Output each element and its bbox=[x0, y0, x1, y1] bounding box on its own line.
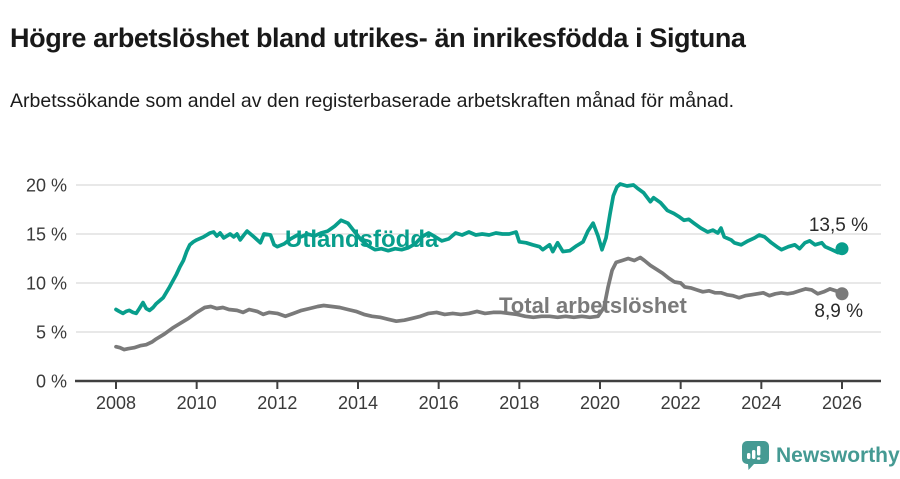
x-axis-tick-label: 2012 bbox=[257, 393, 297, 413]
series-label-utlandsfodda: Utlandsfödda bbox=[285, 226, 439, 253]
x-axis-tick-label: 2014 bbox=[338, 393, 378, 413]
y-axis-tick-label: 15 % bbox=[26, 225, 67, 245]
x-axis-tick-label: 2020 bbox=[580, 393, 620, 413]
x-axis-tick-label: 2022 bbox=[661, 393, 701, 413]
series-label-total-arbetsloshet: Total arbetslöshet bbox=[499, 293, 687, 318]
y-axis-tick-label: 20 % bbox=[26, 176, 67, 196]
x-axis-tick-label: 2008 bbox=[96, 393, 136, 413]
x-axis-tick-label: 2010 bbox=[177, 393, 217, 413]
x-axis-tick-label: 2018 bbox=[499, 393, 539, 413]
newsworthy-logo[interactable]: Newsworthy bbox=[742, 441, 900, 470]
end-value-label-total: 8,9 % bbox=[814, 301, 863, 322]
chart-subtitle: Arbetssökande som andel av den registerb… bbox=[10, 89, 735, 112]
newsworthy-wordmark: Newsworthy bbox=[776, 443, 900, 467]
line-total-arbetsl-shet bbox=[114, 255, 844, 352]
x-axis-tick-label: 2024 bbox=[741, 393, 781, 413]
end-value-label-utlandsfodda: 13,5 % bbox=[808, 215, 868, 236]
y-axis-tick-label: 10 % bbox=[26, 274, 67, 294]
x-axis-tick-label: 2016 bbox=[419, 393, 459, 413]
y-axis-tick-label: 5 % bbox=[36, 323, 67, 343]
page-title: Högre arbetslöshet bland utrikes- än inr… bbox=[10, 23, 746, 54]
y-axis-tick-label: 0 % bbox=[36, 372, 67, 392]
end-point-marker bbox=[835, 242, 849, 256]
line-utlandsf-dda bbox=[114, 182, 844, 316]
newsworthy-chart-bubble-icon bbox=[742, 441, 769, 470]
x-axis-tick-label: 2026 bbox=[822, 393, 862, 413]
end-point-marker bbox=[835, 287, 849, 301]
